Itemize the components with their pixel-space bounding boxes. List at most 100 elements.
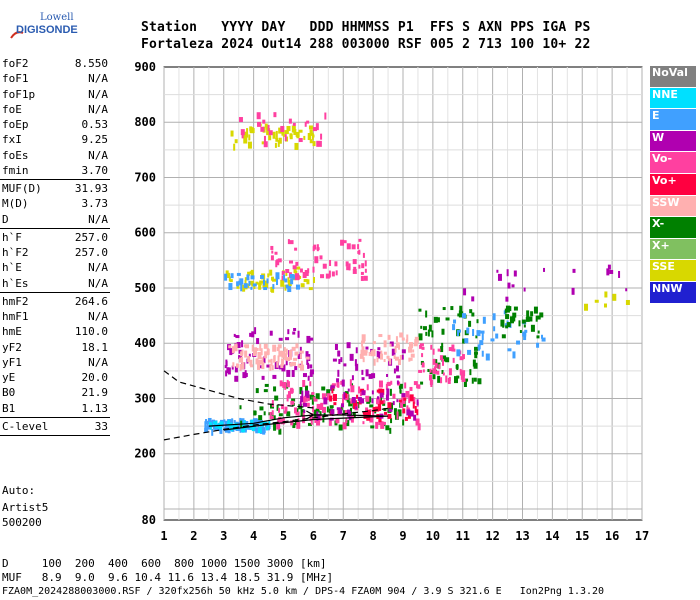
echo-mark — [393, 354, 396, 359]
header-values: Fortaleza 2024 Out14 288 003000 RSF 005 … — [141, 37, 591, 52]
echo-mark — [271, 400, 274, 408]
echo-mark — [401, 354, 404, 360]
echo-mark — [414, 405, 417, 413]
echo-mark — [255, 388, 259, 394]
echo-mark — [282, 129, 285, 137]
echo-mark — [378, 380, 383, 388]
echo-mark — [500, 319, 505, 327]
echo-mark — [330, 386, 333, 391]
echo-mark — [278, 413, 283, 417]
echo-mark — [516, 340, 521, 345]
echo-mark — [320, 133, 323, 140]
echo-mark — [420, 381, 424, 385]
echo-mark — [392, 393, 396, 399]
echo-mark — [264, 281, 269, 289]
echo-mark — [305, 351, 309, 359]
param-row: yF1 N/A — [0, 355, 112, 370]
echo-mark — [266, 348, 270, 355]
echo-mark — [541, 337, 546, 342]
echo-mark — [305, 356, 310, 360]
echo-mark — [287, 277, 290, 281]
echo-mark — [252, 418, 257, 425]
echo-mark — [315, 393, 320, 400]
echo-mark — [234, 422, 238, 430]
echo-mark — [306, 358, 309, 365]
echo-mark — [295, 284, 300, 290]
echo-mark — [251, 344, 254, 352]
echo-mark — [417, 423, 421, 431]
echo-mark — [331, 410, 334, 416]
x-tick-label: 7 — [340, 529, 347, 543]
echo-mark — [383, 359, 386, 363]
echo-mark — [260, 274, 265, 279]
param-row: h`Es N/A — [0, 276, 112, 291]
echo-mark — [289, 362, 293, 367]
echo-mark — [533, 306, 538, 314]
echo-mark — [479, 340, 484, 346]
echo-mark — [416, 384, 421, 389]
echo-mark — [250, 364, 254, 368]
echo-mark — [275, 260, 278, 268]
echo-mark — [380, 350, 383, 355]
param-row: hmF2 264.6 — [0, 294, 112, 309]
echo-mark — [396, 343, 399, 349]
echo-mark — [254, 347, 259, 351]
echo-mark — [379, 392, 384, 398]
echo-mark — [307, 422, 312, 426]
echo-mark — [323, 397, 328, 405]
echo-mark — [245, 372, 248, 377]
echo-mark — [272, 344, 277, 352]
echo-mark — [346, 398, 350, 403]
echo-mark — [448, 347, 453, 352]
echo-mark — [433, 316, 438, 323]
echo-mark — [243, 420, 246, 426]
echo-mark — [441, 342, 444, 347]
echo-mark — [277, 344, 282, 349]
param-row: foEs N/A — [0, 148, 112, 163]
echo-mark — [279, 380, 283, 387]
echo-mark — [312, 276, 315, 283]
echo-mark — [217, 426, 221, 430]
echo-mark — [276, 347, 280, 352]
legend-item: Vo+ — [650, 173, 696, 196]
echo-mark — [395, 365, 399, 372]
echo-mark — [254, 427, 258, 432]
echo-mark — [287, 329, 290, 335]
echo-mark — [607, 264, 611, 270]
echo-mark — [254, 410, 257, 415]
echo-mark — [511, 284, 515, 288]
echo-mark — [287, 391, 291, 399]
echo-mark — [416, 409, 419, 416]
echo-mark — [386, 388, 390, 396]
echo-mark — [461, 313, 466, 319]
echo-mark — [421, 353, 424, 358]
echo-mark — [421, 346, 425, 350]
echo-mark — [360, 349, 365, 356]
echo-mark — [355, 347, 358, 354]
echo-mark — [341, 379, 345, 387]
echo-mark — [370, 425, 375, 429]
digisonde-logo: Lowell DIGISONDE — [6, 12, 78, 42]
echo-mark — [286, 394, 289, 402]
echo-mark — [422, 369, 425, 373]
echo-mark — [584, 303, 589, 311]
echo-mark — [352, 400, 357, 407]
echo-mark — [442, 307, 446, 311]
echo-mark — [438, 364, 441, 370]
echo-mark — [278, 428, 282, 435]
echo-mark — [313, 396, 316, 400]
echo-mark — [337, 350, 341, 357]
echo-mark — [413, 414, 417, 421]
echo-mark — [234, 343, 238, 348]
echo-mark — [385, 383, 388, 390]
echo-mark — [286, 125, 291, 131]
x-tick-label: 14 — [545, 529, 559, 543]
echo-mark — [262, 119, 266, 124]
echo-mark — [302, 396, 306, 401]
echo-mark — [224, 273, 228, 281]
echo-mark — [393, 348, 396, 355]
echo-mark — [606, 268, 610, 276]
echo-mark — [492, 313, 496, 321]
echo-mark — [248, 134, 251, 141]
echo-mark — [340, 380, 343, 385]
